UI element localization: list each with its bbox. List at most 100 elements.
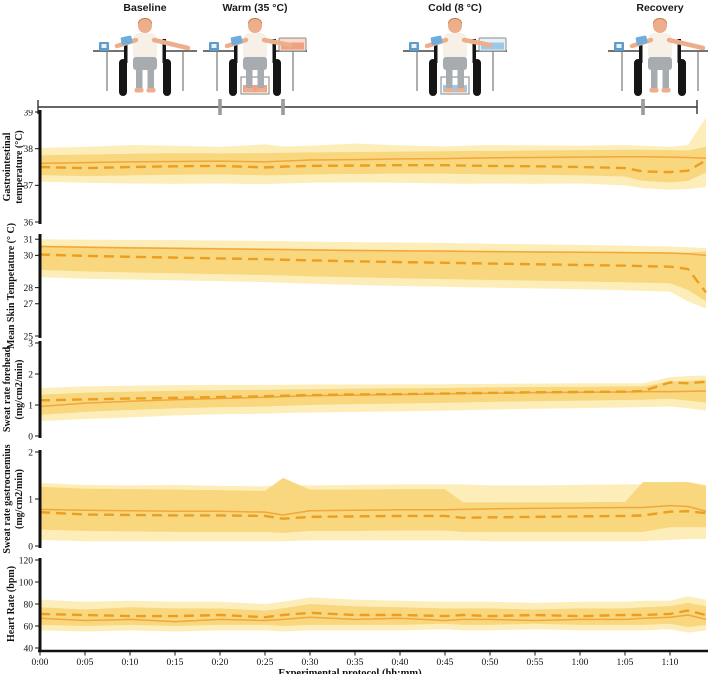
wheelchair-pictogram-recovery — [605, 15, 708, 97]
foot-water-icon — [443, 85, 467, 93]
backrest-right-icon — [272, 39, 276, 63]
phase-label-warm: Warm (35 °C) — [222, 2, 288, 14]
wheel-left-icon — [229, 59, 237, 96]
phase-label-baseline: Baseline — [123, 2, 167, 14]
series-dashed-line — [39, 380, 707, 402]
monitor-screen-icon — [211, 44, 217, 48]
leg-left-icon — [446, 68, 453, 89]
wheel-left-icon — [634, 59, 642, 96]
x-tick-label: 0:10 — [122, 658, 139, 668]
series-solid-line — [39, 155, 707, 165]
x-tick-label: 1:00 — [572, 658, 589, 668]
leg-right-icon — [662, 68, 669, 89]
torso-icon — [443, 33, 467, 61]
y-axis-label: Mean Skin Tempetature (° C) — [6, 223, 17, 349]
foot-left-icon — [134, 88, 144, 93]
y-axis-label: Gastrointestinal — [2, 132, 13, 201]
monitor-screen-icon — [411, 44, 417, 48]
foot-left-icon — [649, 88, 659, 93]
leg-right-icon — [147, 68, 154, 89]
series-solid-line — [39, 504, 707, 516]
cuff-icon — [635, 35, 648, 46]
wheel-left-icon — [429, 59, 437, 96]
wheelchair-pictogram-warm — [200, 15, 310, 97]
torso-icon — [133, 33, 157, 61]
phase-label-cold: Cold (8 °C) — [428, 2, 482, 14]
y-tick-label: 37 — [24, 182, 34, 192]
phase-boundary-mark — [218, 99, 222, 115]
x-tick-label: 0:40 — [392, 658, 409, 668]
foot-left-icon — [444, 88, 454, 93]
series-dashed-line — [39, 159, 707, 174]
leg-left-icon — [651, 68, 658, 89]
backrest-left-icon — [124, 39, 128, 63]
cuff-icon — [430, 35, 443, 46]
torso-icon — [243, 33, 267, 61]
y-tick-label: 39 — [24, 110, 34, 118]
protocol-timeline — [37, 99, 698, 115]
wheelchair-figure-icon — [608, 18, 708, 96]
confidence-band-inner — [40, 380, 706, 415]
y-tick-label: 100 — [19, 578, 34, 588]
x-tick-label: 0:30 — [302, 658, 319, 668]
lap-icon — [443, 57, 467, 70]
lap-icon — [243, 57, 267, 70]
phase-boundary-mark — [641, 99, 645, 115]
subplot-1: 31 30 28 27 25 Mean Skin Tempetature (° C) — [6, 223, 707, 349]
phase-boundary-mark — [281, 99, 285, 115]
x-axis-title: Experimental protocol (hh:mm) — [278, 668, 422, 674]
right-arm-icon — [261, 37, 293, 48]
right-arm-icon — [151, 37, 191, 51]
foot-right-icon — [661, 88, 671, 93]
head-icon — [653, 19, 667, 33]
water-icon — [481, 42, 504, 50]
x-tick-label: 0:20 — [212, 658, 229, 668]
x-tick-label: 0:50 — [482, 658, 499, 668]
cuff-icon — [230, 35, 243, 46]
x-tick-label: 0:25 — [257, 658, 274, 668]
wheelchair-pictogram-baseline — [90, 15, 200, 97]
head-icon — [448, 19, 462, 33]
y-axis-label: (mg/cm2/min) — [14, 469, 25, 529]
y-tick-label: 1 — [28, 495, 33, 505]
x-tick-label: 0:05 — [77, 658, 94, 668]
monitor-screen-icon — [616, 44, 622, 48]
water-icon — [281, 42, 304, 50]
y-axis-label: Heart Rate (bpm) — [6, 566, 17, 642]
wheel-right-icon — [273, 59, 281, 96]
phase-label-recovery: Recovery — [636, 2, 684, 14]
foot-right-icon — [146, 88, 156, 93]
y-tick-label: 2 — [28, 370, 33, 380]
backrest-left-icon — [434, 39, 438, 63]
y-tick-label: 80 — [24, 600, 34, 610]
y-tick-label: 60 — [24, 622, 34, 632]
right-arm-icon — [461, 37, 493, 48]
series-solid-line — [39, 614, 707, 623]
x-tick-label: 0:35 — [347, 658, 364, 668]
y-tick-label: 36 — [24, 218, 34, 228]
y-tick-label: 25 — [24, 332, 34, 342]
y-tick-label: 40 — [24, 644, 34, 654]
series-solid-line — [39, 245, 707, 257]
leg-right-icon — [257, 68, 264, 89]
y-tick-label: 30 — [24, 252, 34, 262]
y-axis-label: Sweat rate gastrocnemius — [2, 444, 13, 553]
charts-canvas: 39 38 37 36 Gastrointestinal temperature (°C)… — [2, 110, 708, 674]
head-icon — [138, 19, 152, 33]
leg-left-icon — [246, 68, 253, 89]
wheelchair-pictogram-cold — [400, 15, 510, 97]
head-icon — [248, 19, 262, 33]
foot-left-icon — [244, 88, 254, 93]
monitor-screen-icon — [101, 44, 107, 48]
wheel-right-icon — [473, 59, 481, 96]
wheelchair-figure-icon — [203, 18, 307, 96]
y-tick-label: 0 — [28, 542, 33, 552]
series-dashed-line — [39, 609, 707, 619]
confidence-band-inner — [40, 146, 706, 183]
x-tick-label: 0:00 — [32, 658, 49, 668]
y-axis-label: Sweat rate forehead — [2, 346, 13, 432]
backrest-right-icon — [472, 39, 476, 63]
x-tick-label: 0:55 — [527, 658, 544, 668]
leg-left-icon — [136, 68, 143, 89]
y-axis-label: temperature (°C) — [14, 130, 25, 204]
